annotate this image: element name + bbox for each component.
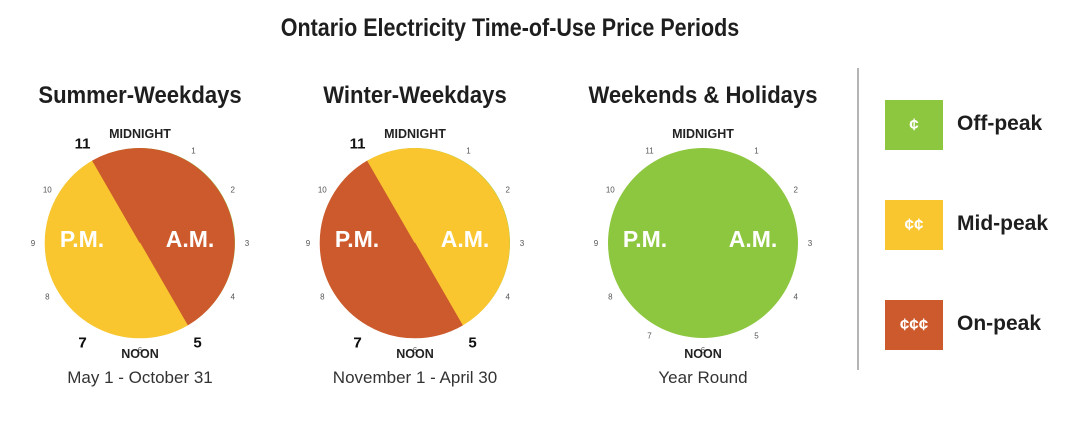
legend-label: On-peak xyxy=(957,312,1042,335)
hour-tick-label: 2 xyxy=(230,186,235,195)
legend-label: Off-peak xyxy=(957,112,1043,135)
hour-tick-label: 9 xyxy=(306,239,311,248)
hour-tick-label: 7 xyxy=(647,332,652,341)
hour-tick-label: 3 xyxy=(808,239,813,248)
hour-tick-label: 6 xyxy=(701,346,706,355)
hour-tick-label: 4 xyxy=(793,293,798,302)
clock-segment-on-peak xyxy=(319,160,416,326)
hour-tick-label: 2 xyxy=(505,186,510,195)
hour-tick-label: 3 xyxy=(245,239,250,248)
hour-tick-label: 6 xyxy=(413,346,418,355)
clock-panel-summer: Summer-Weekdays 1 2 3 4 6 8 9 10 MIDNIGHT NOON 7 11… xyxy=(15,78,265,408)
legend-item-off-peak: ¢ Off-peak xyxy=(885,100,1075,150)
pm-label: P.M. xyxy=(60,226,104,252)
noon-label: NOON xyxy=(396,347,434,361)
page-title: Ontario Electricity Time-of-Use Price Pe… xyxy=(280,14,740,42)
boundary-hour-label: 7 xyxy=(78,335,86,352)
hour-tick-label: 10 xyxy=(43,186,52,195)
hour-tick-label: 11 xyxy=(645,146,654,155)
hour-tick-label: 2 xyxy=(793,186,798,195)
clock-panel-winter: Winter-Weekdays 1 2 3 4 6 8 9 10 MIDNIGHT NOON 7 11… xyxy=(290,78,540,408)
boundary-hour-label: 11 xyxy=(350,135,366,152)
clock-segment-mid-peak xyxy=(92,242,188,339)
boundary-hour-label: 7 xyxy=(353,335,361,352)
hour-tick-label: 8 xyxy=(320,293,325,302)
divider xyxy=(857,68,859,370)
hour-tick-label: 8 xyxy=(45,293,50,302)
noon-label: NOON xyxy=(684,347,722,361)
clock-chart-weekends: 1 2 3 4 5 6 7 8 9 10 11 MIDNIGHT NOON A.M. P.M. xyxy=(594,127,813,361)
mid-peak-swatch: ¢¢ xyxy=(885,200,943,250)
clock-panel-weekends: Weekends & Holidays 1 2 3 4 5 6 7 8 9 10 11 MIDNIGH… xyxy=(578,78,828,408)
clock-segment-mid-peak xyxy=(367,148,510,326)
hour-tick-label: 1 xyxy=(466,146,471,155)
am-label: A.M. xyxy=(729,226,778,252)
am-label: A.M. xyxy=(441,226,490,252)
hour-tick-label: 9 xyxy=(31,239,36,248)
legend-item-mid-peak: ¢¢ Mid-peak xyxy=(885,200,1075,250)
boundary-hour-label: 11 xyxy=(75,135,91,152)
boundary-hour-label: 7 xyxy=(353,335,361,352)
midnight-label: MIDNIGHT xyxy=(384,127,446,141)
hour-tick-label: 4 xyxy=(505,293,510,302)
clock-segment-mid-peak xyxy=(44,160,141,326)
hour-tick-label: 10 xyxy=(318,186,327,195)
legend-item-on-peak: ¢¢¢ On-peak xyxy=(885,300,1075,350)
boundary-hour-label: 7 xyxy=(78,335,86,352)
clock-caption: Year Round xyxy=(658,368,748,387)
boundary-hour-label: 5 xyxy=(193,335,201,352)
pm-label: P.M. xyxy=(335,226,379,252)
hour-tick-label: 4 xyxy=(230,293,235,302)
hour-tick-label: 3 xyxy=(520,239,525,248)
clock-title: Summer-Weekdays xyxy=(38,82,242,109)
pm-label: P.M. xyxy=(623,226,667,252)
clock-segment-on-peak xyxy=(92,148,235,326)
clock-segment-off-peak xyxy=(608,148,798,338)
hour-tick-label: 10 xyxy=(606,186,615,195)
hour-tick-label: 6 xyxy=(138,346,143,355)
hour-tick-label: 9 xyxy=(594,239,599,248)
clock-caption: November 1 - April 30 xyxy=(332,368,498,387)
hour-tick-label: 8 xyxy=(608,293,613,302)
hour-tick-label: 1 xyxy=(191,146,196,155)
legend-label: Mid-peak xyxy=(957,212,1049,235)
boundary-hour-label: 5 xyxy=(468,335,476,352)
clock-title: Winter-Weekdays xyxy=(323,82,507,109)
clock-caption: May 1 - October 31 xyxy=(67,368,213,387)
clock-title: Weekends & Holidays xyxy=(588,82,818,109)
noon-label: NOON xyxy=(121,347,159,361)
off-peak-swatch: ¢ xyxy=(885,100,943,150)
on-peak-swatch: ¢¢¢ xyxy=(885,300,943,350)
hour-tick-label: 1 xyxy=(754,146,759,155)
clock-segment-on-peak xyxy=(367,242,463,339)
hour-tick-label: 5 xyxy=(754,332,759,341)
am-label: A.M. xyxy=(166,226,215,252)
midnight-label: MIDNIGHT xyxy=(109,127,171,141)
midnight-label: MIDNIGHT xyxy=(672,127,734,141)
